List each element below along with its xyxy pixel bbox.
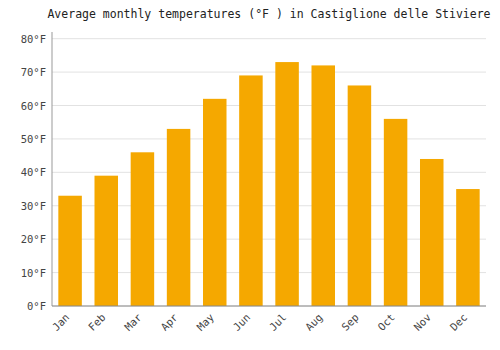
- bar: [311, 65, 335, 306]
- bar: [167, 129, 191, 306]
- y-grid: [52, 39, 486, 306]
- y-tick-label: 30°F: [21, 200, 46, 212]
- bar: [275, 62, 299, 306]
- chart-svg: Average monthly temperatures (°F ) in Ca…: [0, 0, 500, 350]
- y-tick-label: 20°F: [21, 233, 46, 245]
- grid-line: [52, 138, 486, 139]
- x-tick-labels: Jan Feb Mar Apr May Jun Jul Aug Sep Oct Nov Dec: [50, 311, 470, 333]
- x-tick-label: Nov: [411, 311, 433, 333]
- chart-title: Average monthly temperatures (°F ) in Ca…: [47, 7, 490, 21]
- x-tick-label: Jul: [267, 311, 289, 333]
- x-tick-label: Aug: [303, 311, 325, 333]
- x-tick-label: May: [194, 311, 216, 333]
- bar: [203, 99, 227, 306]
- x-tick-label: Feb: [86, 311, 108, 333]
- x-tick-label: Dec: [447, 311, 469, 333]
- x-tick-label: Mar: [122, 311, 144, 333]
- y-tick-label: 10°F: [21, 267, 46, 279]
- bar: [348, 85, 372, 306]
- x-tick-label: Jun: [230, 311, 252, 333]
- x-tick-label: Apr: [158, 311, 180, 333]
- y-tick-label: 40°F: [21, 166, 46, 178]
- bar: [420, 159, 444, 306]
- bars: [58, 62, 479, 306]
- x-tick-label: Oct: [375, 311, 397, 333]
- chart-container: Average monthly temperatures (°F ) in Ca…: [0, 0, 500, 350]
- bar: [384, 119, 408, 306]
- y-tick-labels: 0°F 10°F 20°F 30°F 40°F 50°F 60°F 70°F 80°F: [21, 33, 46, 312]
- y-tick-label: 80°F: [21, 33, 46, 45]
- y-tick-label: 70°F: [21, 66, 46, 78]
- bar: [131, 152, 155, 306]
- grid-line: [52, 105, 486, 106]
- x-axis-line: [52, 306, 486, 307]
- x-tick-label: Jan: [50, 311, 72, 333]
- grid-line: [52, 72, 486, 73]
- bar: [58, 196, 82, 306]
- grid-line: [52, 38, 486, 39]
- bar: [456, 189, 480, 306]
- y-tick-label: 50°F: [21, 133, 46, 145]
- bar: [239, 75, 263, 306]
- bar: [94, 176, 118, 306]
- grid-line: [52, 306, 486, 307]
- y-tick-label: 60°F: [21, 100, 46, 112]
- x-tick-label: Sep: [339, 311, 361, 333]
- y-tick-label: 0°F: [27, 300, 46, 312]
- y-axis-line: [52, 32, 53, 306]
